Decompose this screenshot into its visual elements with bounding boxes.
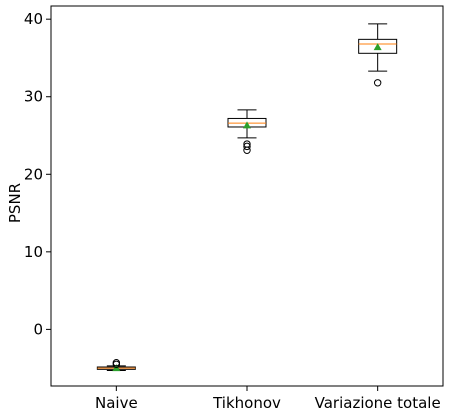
y-tick-label: 20 <box>24 165 43 183</box>
y-tick-label: 30 <box>24 88 43 106</box>
y-tick-label: 10 <box>24 243 43 261</box>
box-group <box>358 23 398 87</box>
box-group <box>96 359 136 372</box>
outlier-point <box>112 360 121 368</box>
y-tick-label: 40 <box>24 10 43 28</box>
outlier-point <box>243 146 251 154</box>
mean-marker <box>373 43 382 51</box>
x-tick-label: Tikhonov <box>212 394 281 412</box>
outlier-point <box>243 142 251 151</box>
plot-frame <box>50 5 444 387</box>
y-tick-label: 0 <box>33 320 43 338</box>
x-tick-label: Variazione totale <box>315 394 441 412</box>
x-tick-label: Naive <box>95 394 138 412</box>
mean-marker <box>243 121 251 129</box>
box <box>358 38 398 54</box>
box-group <box>227 109 267 154</box>
y-axis-label: PSNR <box>6 183 24 223</box>
outlier-point <box>373 79 382 87</box>
